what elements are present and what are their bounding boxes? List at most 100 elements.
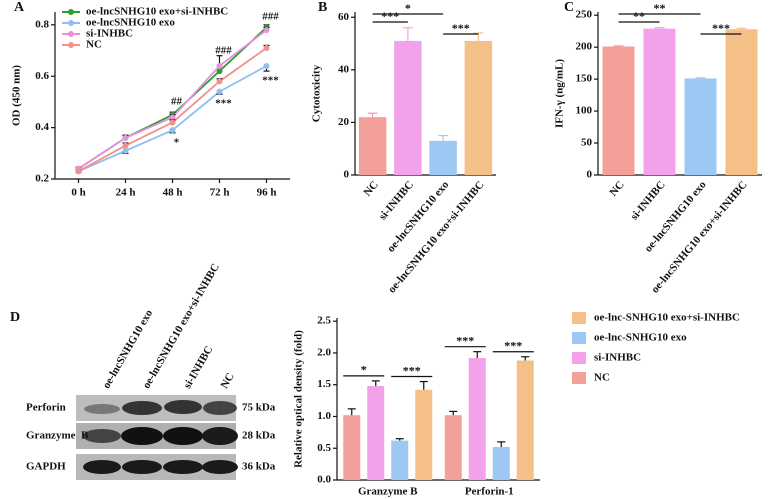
y-tick-label: 0 (587, 169, 593, 181)
size-label: 36 kDa (242, 461, 276, 473)
legend-label: si-INHBC (594, 352, 641, 364)
bar (492, 446, 510, 480)
x-tick-label: 72 h (210, 187, 230, 199)
y-tick-label: 100 (576, 105, 593, 117)
bar (429, 140, 457, 175)
bar (643, 28, 676, 175)
x-tick-label: si-INHBC (628, 179, 667, 223)
annotation: ### (262, 10, 279, 22)
legend-label: oe-lncSNHG10 exo+si-INHBC (86, 6, 228, 18)
legend-label: NC (594, 372, 610, 384)
x-tick-label: 0 h (71, 187, 85, 199)
x-tick-label: Perforin-1 (465, 486, 514, 498)
marker (263, 44, 270, 51)
marker (169, 119, 176, 126)
legend-swatch (572, 352, 586, 364)
y-tick-label: 150 (576, 73, 593, 85)
series-line (78, 47, 268, 173)
legend-marker (68, 42, 74, 48)
y-tick-label: 0.8 (35, 18, 49, 30)
bar (394, 40, 422, 175)
y-tick-label: 0.0 (317, 474, 331, 486)
marker (169, 114, 176, 121)
marker (216, 88, 223, 95)
panel-label: A (14, 0, 25, 15)
y-axis-label: Relative optical density (fold) (293, 330, 305, 468)
y-tick-label: 60 (338, 11, 350, 23)
annotation: ### (215, 44, 232, 56)
marker (122, 142, 129, 149)
y-axis-label: Cytotoxicity (311, 64, 323, 122)
panel-label: B (318, 0, 327, 15)
marker (75, 168, 82, 175)
marker (263, 26, 270, 33)
legend-label: si-INHBC (86, 28, 133, 40)
significance-label: ** (633, 9, 645, 23)
x-tick-label: NC (607, 179, 626, 199)
significance-label: *** (456, 333, 474, 347)
x-tick-label: 48 h (163, 187, 183, 199)
y-tick-label: 0 (344, 169, 350, 181)
panel-label: D (10, 310, 20, 325)
y-tick-label: 50 (581, 137, 593, 149)
row-label: Perforin (26, 402, 66, 414)
bar (684, 78, 717, 175)
significance-label: ** (654, 1, 666, 15)
legend-label: oe-lnc-SNHG10 exo (594, 332, 687, 344)
bar (367, 385, 385, 480)
bar (602, 46, 635, 176)
marker (216, 78, 223, 85)
legend-swatch (572, 312, 586, 324)
legend-marker (68, 31, 74, 37)
size-label: 75 kDa (242, 402, 276, 414)
annotation: * (174, 136, 180, 148)
y-tick-label: 1.5 (317, 378, 331, 390)
significance-label: *** (712, 21, 730, 35)
significance-label: *** (504, 339, 522, 353)
blot-image (76, 395, 238, 480)
bar (444, 415, 462, 480)
y-tick-label: 200 (576, 41, 593, 53)
row-label: GAPDH (26, 461, 66, 473)
annotation: *** (215, 98, 232, 110)
lane-label: si-INHBC (181, 344, 215, 391)
y-tick-label: 0.5 (317, 442, 331, 454)
panel-label: C (564, 0, 574, 15)
marker (216, 62, 223, 69)
y-tick-label: 250 (576, 9, 593, 21)
legend-swatch (572, 332, 586, 344)
y-axis-label: OD (450 nm) (11, 65, 23, 126)
lane-label: NC (218, 371, 236, 391)
size-label: 28 kDa (242, 430, 276, 442)
lane-label: oe-lncSNHG10 exo+si-INHBC (140, 262, 222, 391)
y-tick-label: 0.2 (35, 173, 49, 185)
marker (122, 147, 129, 154)
marker (216, 68, 223, 75)
legend-marker (68, 20, 74, 26)
y-tick-label: 0.4 (35, 121, 49, 133)
bar (358, 117, 387, 175)
x-tick-label: 96 h (257, 187, 277, 199)
annotation: *** (262, 75, 279, 87)
bar (391, 440, 409, 480)
row-label: Granzyme B (26, 430, 89, 442)
legend-swatch (572, 372, 586, 384)
significance-label: *** (452, 21, 470, 35)
y-axis-label: IFN-γ (ng/mL) (554, 59, 566, 128)
x-tick-label: 24 h (116, 187, 136, 199)
x-tick-label: Granzyme B (358, 486, 418, 498)
significance-label: * (405, 1, 411, 15)
bar (415, 389, 433, 480)
x-tick-label: NC (361, 179, 380, 199)
y-tick-label: 1.0 (317, 410, 331, 422)
y-tick-label: 2.5 (317, 315, 331, 327)
x-tick-label: oe-lncSNHG10 exo (385, 178, 452, 254)
bar (725, 29, 758, 176)
y-tick-label: 40 (338, 63, 350, 75)
legend-marker (68, 9, 74, 15)
y-tick-label: 2.0 (317, 346, 331, 358)
y-tick-label: 20 (338, 116, 350, 128)
marker (263, 62, 270, 69)
bar (343, 415, 361, 480)
